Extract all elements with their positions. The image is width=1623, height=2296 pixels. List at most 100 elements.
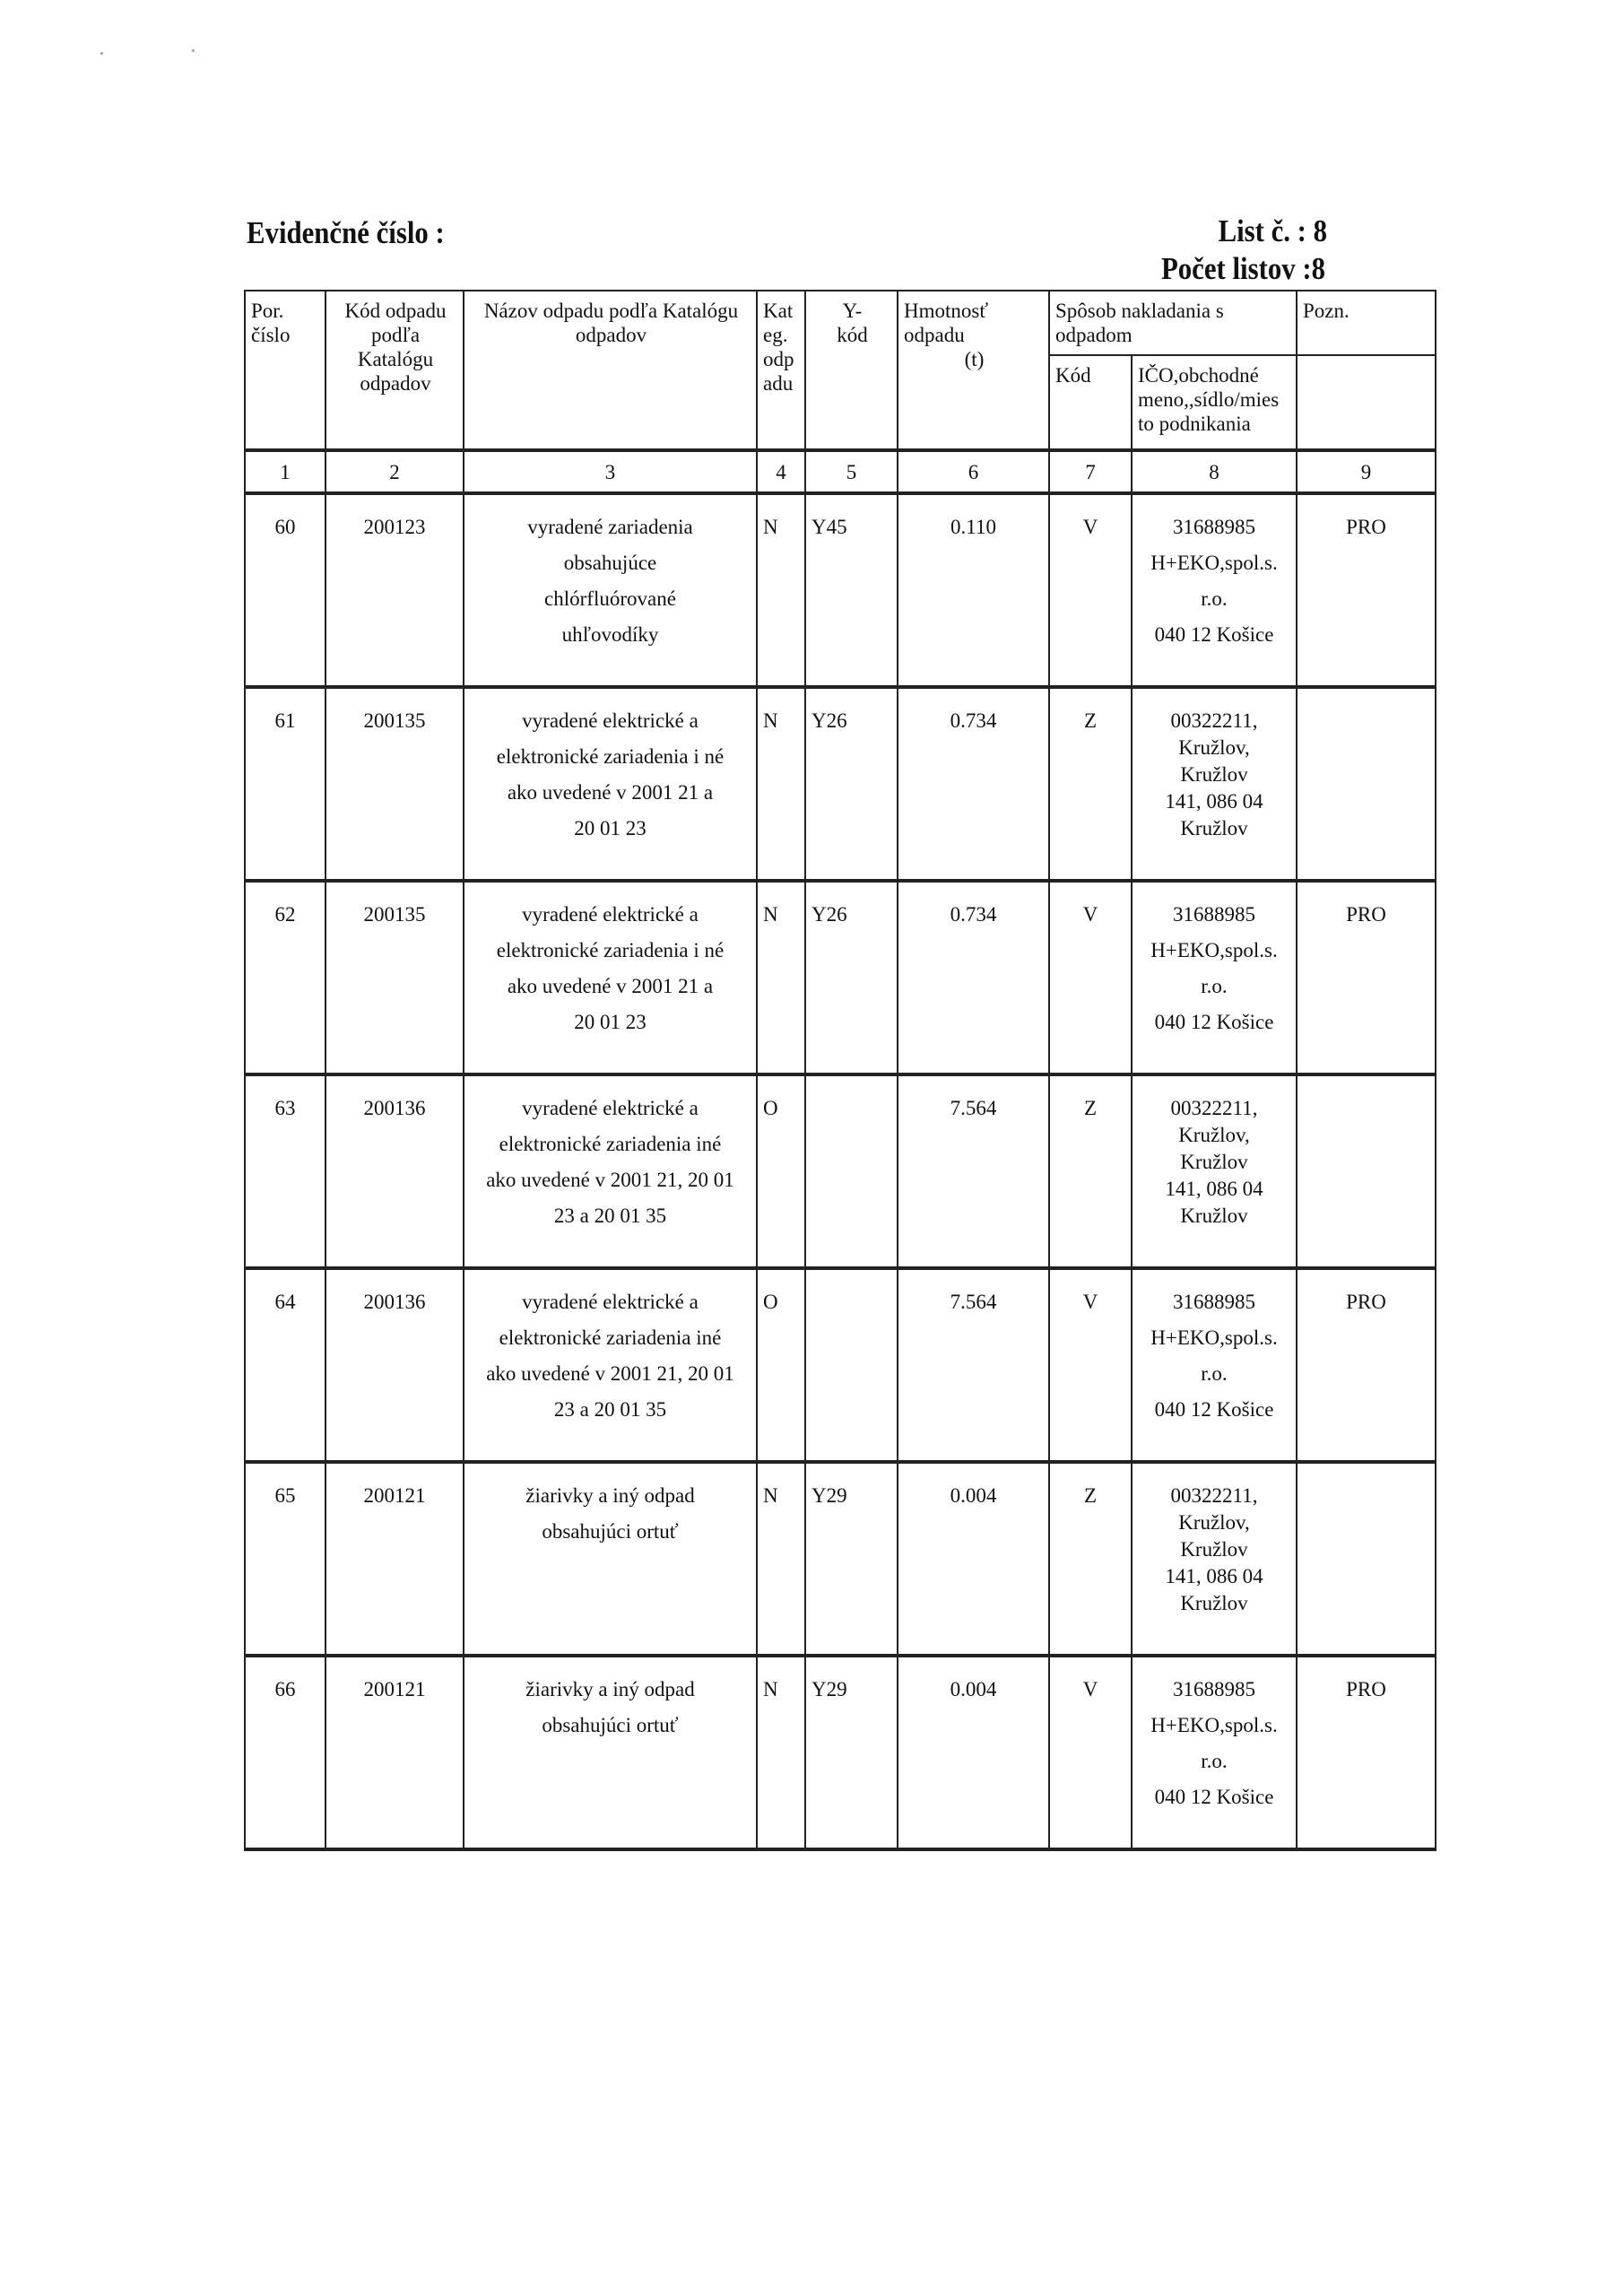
cell-nazov: vyradené elektrické a elektronické zariad… [463,686,758,883]
header-hmotnost: Hmotnosť odpadu (t) [897,290,1050,451]
header-sub-ico: IČO,obchodné meno,,sídlo/mies to podnikani… [1131,354,1298,451]
cell-hmot: 7.564 [897,1074,1050,1270]
text-line: Kód odpadu [344,300,447,322]
cell-text: 7.564 [950,1097,997,1119]
cell-nazov: vyradené elektrické a elektronické zariad… [463,1267,758,1464]
text-line: r.o. [1201,1362,1228,1385]
text-line: Kód [1055,364,1091,387]
cell-text: N [763,516,778,538]
text-line: 31688985 [1173,1678,1255,1700]
header-ykod: Y-kód [804,290,898,451]
text-line: Spôsob nakladania s [1055,300,1224,322]
cell-text: Y29 [812,1484,847,1507]
cell-text: 64 [274,1291,296,1313]
cell-y: Y29 [804,1461,898,1657]
cell-text: V [1082,1678,1098,1700]
cell-hmot: 0.004 [897,1655,1050,1851]
cell-text: N [763,709,778,732]
text-line: odpadov [575,324,647,346]
cell-por: 60 [244,492,326,689]
text-line: obsahujúce [563,552,657,574]
cell-por: 64 [244,1267,326,1464]
cell-hmot: 0.734 [897,880,1050,1076]
cell-kat: N [756,686,806,883]
cell-nazov: vyradené zariadenia obsahujúce chlórfluóro… [463,492,758,689]
cell-text: Y45 [812,516,847,538]
text-line: IČO,obchodné [1138,364,1259,387]
cell-pozn: PRO [1296,1267,1436,1464]
text-line: 00322211, [1170,1484,1258,1507]
cell-text: V [1082,1291,1098,1313]
cell-por: 61 [244,686,326,883]
cell-ico: 00322211, Kružlov, Kružlov 141, 086 04 Kružl… [1131,1074,1298,1270]
cell-text: Z [1083,1484,1098,1507]
cell-text: 200123 [363,516,426,538]
text-line: r.o. [1201,1750,1228,1772]
text-line: 31688985 [1173,903,1255,926]
cell-text: N [763,1678,778,1700]
cell-text: Y26 [812,709,847,732]
cell-sposob: V [1048,880,1133,1076]
sheet-number: List č. : 8 [1218,213,1327,248]
table-row: 60 200123 vyradené zariadenia obsahujúce chl… [244,492,1436,689]
cell-por: 63 [244,1074,326,1270]
text-line: meno,,sídlo/mies [1138,388,1280,411]
text-line: r.o. [1201,975,1228,997]
cell-nazov: žiarivky a iný odpad obsahujúci ortuť [463,1461,758,1657]
table-row: 61 200135 vyradené elektrické a elektronick… [244,686,1436,883]
text-line: r.o. [1201,587,1228,610]
cell-text: PRO [1346,1291,1386,1313]
cell-sposob: Z [1048,686,1133,883]
text-line: to podnikania [1138,413,1251,435]
cell-text: 200136 [363,1097,426,1119]
text-line: Kružlov [1180,817,1248,839]
cell-por: 65 [244,1461,326,1657]
cell-text: Z [1083,1097,1098,1119]
text-line: 23 a 20 01 35 [553,1205,667,1227]
table-row: 65 200121 žiarivky a iný odpad obsahujúci o… [244,1461,1436,1657]
cell-hmot: 0.004 [897,1461,1050,1657]
cell-text: 7.564 [950,1291,997,1313]
cell-hmot: 0.734 [897,686,1050,883]
cell-ico: 31688985 H+EKO,spol.s. r.o. 040 12 Košice [1131,1655,1298,1851]
text-line: 040 12 Košice [1154,1011,1274,1033]
cell-kod: 200135 [325,880,464,1076]
text-line: Názov odpadu podľa Katalógu [483,300,739,322]
text-line: Por. [251,300,284,322]
cell-y: Y29 [804,1655,898,1851]
cell-pozn [1296,1074,1436,1270]
cell-nazov: vyradené elektrické a elektronické zariad… [463,880,758,1076]
cell-text: Y26 [812,903,847,926]
text-line: 31688985 [1173,1291,1255,1313]
text-line: 00322211, [1170,709,1258,732]
text-line: elektronické zariadenia i né [496,745,725,768]
cell-pozn: PRO [1296,880,1436,1076]
text-line: ako uvedené v 2001 21 a [507,781,714,804]
text-line: elektronické zariadenia i né [496,939,725,961]
header-por: Por. číslo [244,290,326,451]
cell-text: 61 [274,709,296,732]
column-number: 9 [1296,448,1436,495]
cell-sposob: Z [1048,1074,1133,1270]
cell-kat: N [756,492,806,689]
cell-por: 62 [244,880,326,1076]
header-kat: Kat eg. odp adu [756,290,806,451]
text-line: Hmotnosť [904,300,989,322]
cell-text: PRO [1346,1678,1386,1700]
cell-sposob: V [1048,1267,1133,1464]
cell-por: 66 [244,1655,326,1851]
text-line: 040 12 Košice [1154,1398,1274,1421]
text-line: vyradené elektrické a [522,1097,699,1119]
cell-ico: 31688985 H+EKO,spol.s. r.o. 040 12 Košice [1131,492,1298,689]
table-row: 62 200135 vyradené elektrické a elektronick… [244,880,1436,1076]
cell-kod: 200135 [325,686,464,883]
column-number: 2 [325,448,464,495]
header-pozn: Pozn. [1296,290,1436,356]
cell-ico: 31688985 H+EKO,spol.s. r.o. 040 12 Košice [1131,880,1298,1076]
text-line: odpadov [360,372,431,395]
cell-kod: 200123 [325,492,464,689]
text-line: vyradené zariadenia [527,516,693,538]
cell-y: Y26 [804,686,898,883]
text-line: odp [763,348,794,370]
